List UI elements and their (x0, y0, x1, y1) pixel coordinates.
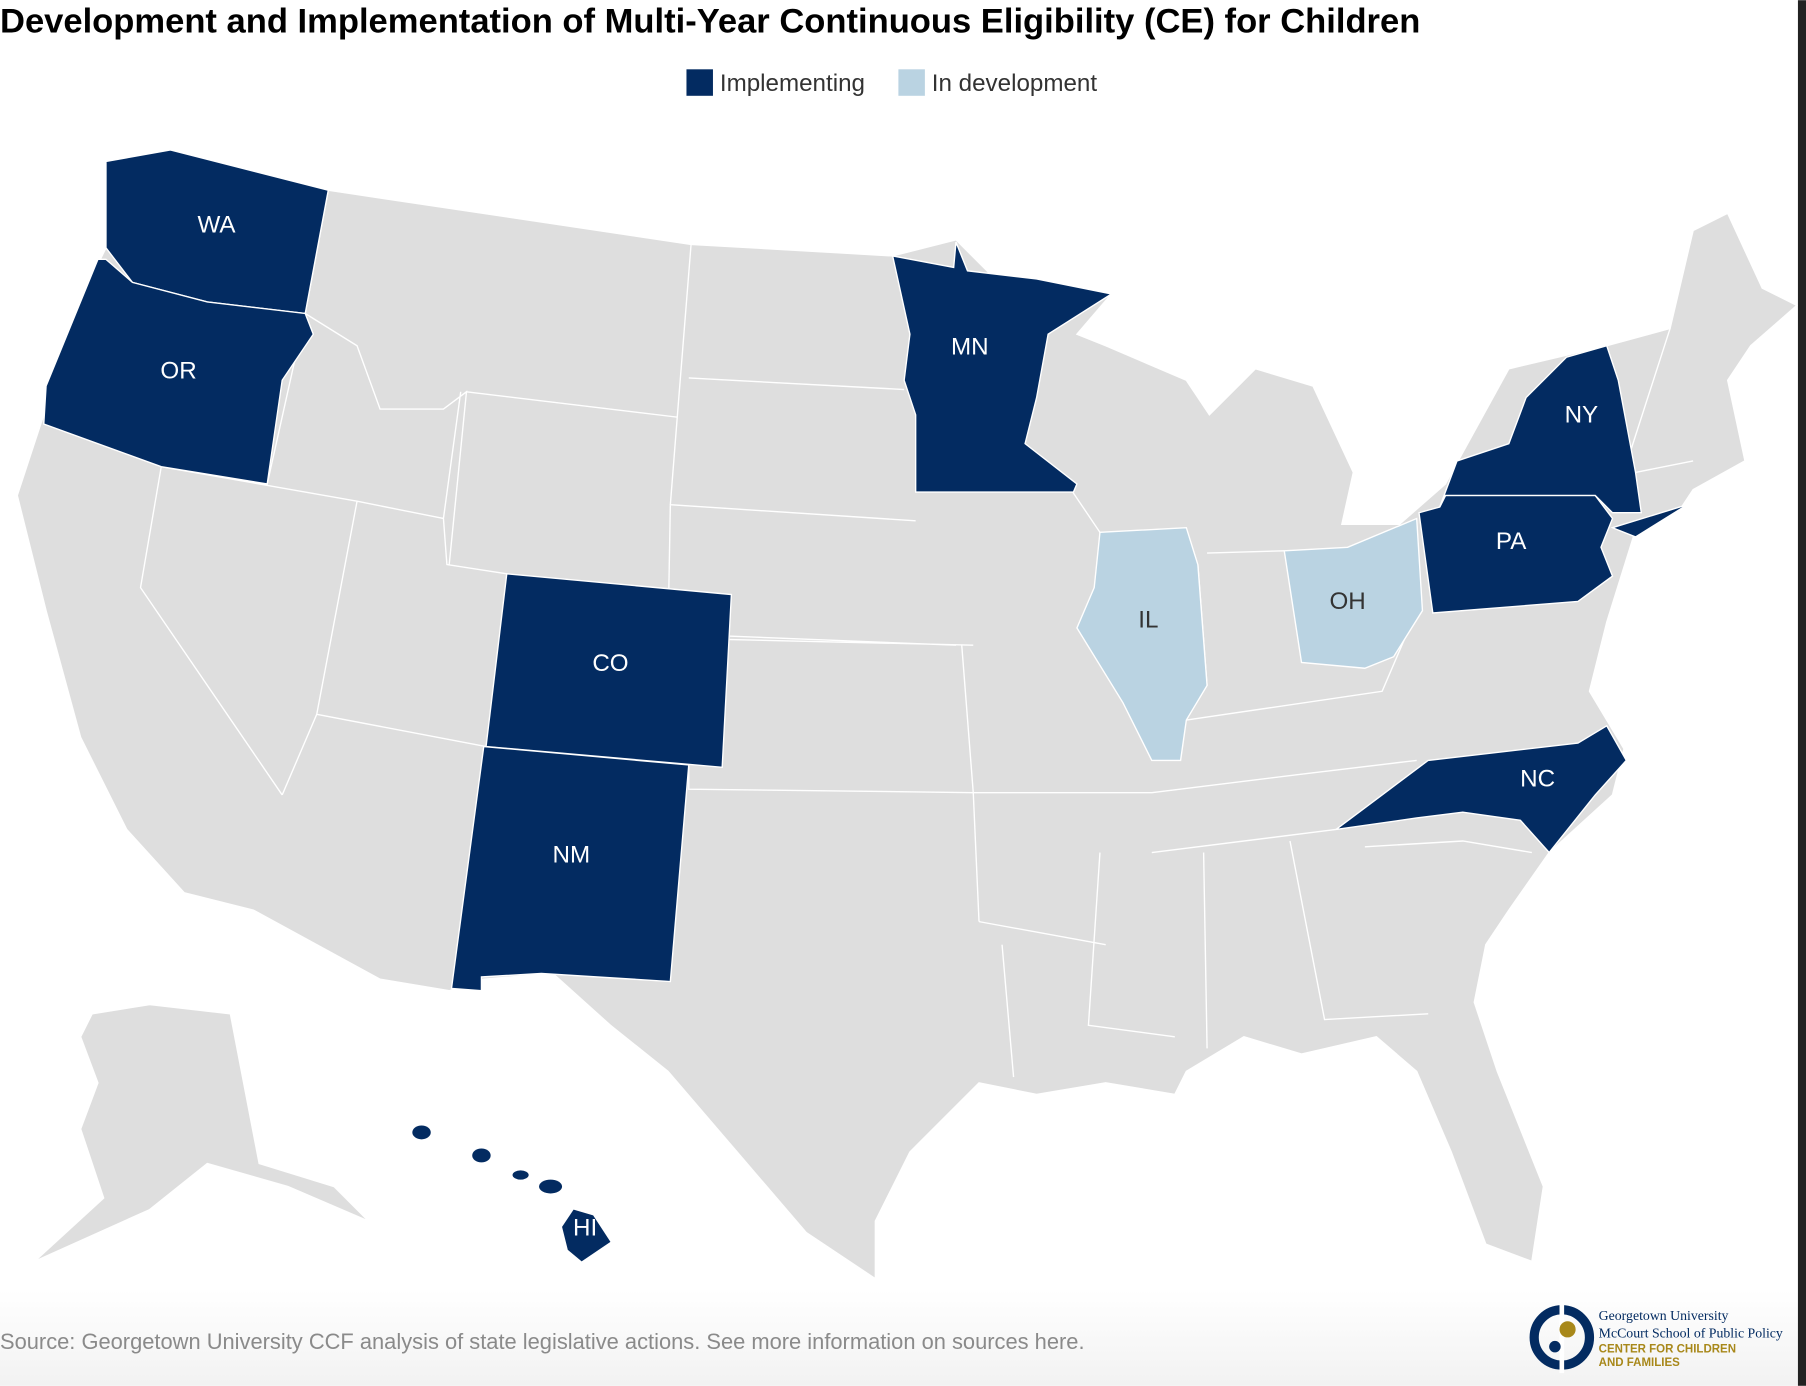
state-NM[interactable] (450, 745, 690, 992)
label-NY: NY (1565, 401, 1599, 428)
label-WA: WA (198, 211, 237, 238)
state-AK (34, 1003, 370, 1263)
window-edge (1797, 0, 1806, 1386)
svg-text:CENTER FOR CHILDREN: CENTER FOR CHILDREN (1599, 1343, 1736, 1355)
state-NY[interactable] (1439, 344, 1688, 538)
source-note[interactable]: Source: Georgetown University CCF analys… (0, 1329, 1085, 1354)
label-NC: NC (1520, 765, 1555, 792)
state-OH[interactable] (1283, 517, 1424, 669)
state-MN[interactable] (891, 241, 1114, 493)
svg-text:Georgetown University: Georgetown University (1599, 1308, 1729, 1323)
label-NM: NM (552, 841, 590, 868)
label-OR: OR (160, 358, 196, 385)
svg-text:McCourt School of Public Polic: McCourt School of Public Policy (1599, 1325, 1783, 1340)
state-CO[interactable] (485, 573, 733, 769)
label-IL: IL (1138, 606, 1158, 633)
legend-label-implementing[interactable]: Implementing (720, 70, 865, 97)
georgetown-logo: Georgetown University McCourt School of … (1529, 1301, 1783, 1374)
svg-text:AND FAMILIES: AND FAMILIES (1599, 1357, 1680, 1369)
label-HI: HI (573, 1215, 597, 1242)
state-NC[interactable] (1335, 724, 1628, 854)
label-MN: MN (951, 333, 989, 360)
state-HI[interactable] (412, 1125, 611, 1262)
footer-background (0, 1290, 1806, 1386)
label-PA: PA (1496, 528, 1527, 555)
state-IL[interactable] (1076, 527, 1208, 762)
legend-swatch-in-development (898, 69, 925, 96)
chart-title: Development and Implementation of Multi-… (0, 2, 1420, 40)
state-OR[interactable] (43, 258, 315, 485)
legend: Implementing In development (686, 69, 1097, 97)
label-CO: CO (592, 650, 628, 677)
label-OH: OH (1329, 588, 1365, 615)
legend-swatch-implementing (686, 69, 713, 96)
legend-label-in-development[interactable]: In development (932, 70, 1098, 97)
